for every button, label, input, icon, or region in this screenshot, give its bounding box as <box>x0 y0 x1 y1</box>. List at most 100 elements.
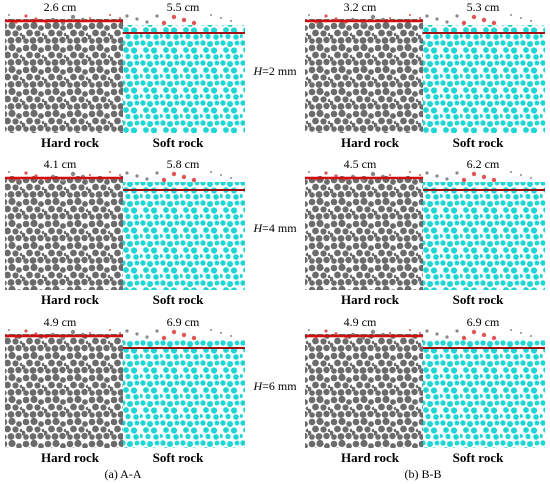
hard-depth-label: 3.2 cm <box>344 0 377 14</box>
scatter-particle <box>425 14 429 18</box>
scatter-particle <box>481 174 487 180</box>
scatter-particle <box>308 329 310 331</box>
scatter-particle <box>135 17 139 21</box>
scatter-particle <box>8 171 10 173</box>
scatter-particle <box>370 171 376 177</box>
scatter-particle <box>171 171 177 177</box>
soft-depth-label: 6.9 cm <box>167 315 200 329</box>
scatter-particle <box>24 171 28 175</box>
scatter-particle <box>210 329 212 331</box>
column-caption: (a) A-A <box>105 467 142 481</box>
soft-rock-label: Soft rock <box>453 292 504 307</box>
scatter-particle <box>230 335 232 337</box>
scatter-particle <box>455 329 459 333</box>
scatter-particle <box>445 335 449 339</box>
panel <box>5 171 245 290</box>
hard-rock-particles <box>305 176 423 290</box>
scatter-particle <box>220 174 222 176</box>
scatter-particle <box>145 20 149 24</box>
soft-rock-label: Soft rock <box>453 135 504 150</box>
scatter-particle <box>324 329 328 333</box>
scatter-particle <box>471 171 477 177</box>
scatter-particle <box>70 14 76 20</box>
soft-rock-particles <box>123 25 245 133</box>
row-variable: H <box>252 221 263 235</box>
scatter-particle <box>161 335 167 341</box>
scatter-particle <box>89 332 91 334</box>
scatter-particle <box>510 329 512 331</box>
soft-depth-label: 5.5 cm <box>167 0 200 14</box>
soft-rock-label: Soft rock <box>153 292 204 307</box>
scatter-particle <box>191 335 197 341</box>
scatter-particle <box>409 14 411 16</box>
hard-depth-label: 4.5 cm <box>344 157 377 171</box>
scatter-particle <box>119 17 121 19</box>
scatter-particle <box>435 332 439 336</box>
scatter-particle <box>419 332 421 334</box>
scatter-particle <box>89 17 91 19</box>
scatter-particle <box>455 171 459 175</box>
scatter-particle <box>8 14 10 16</box>
scatter-particle <box>145 335 149 339</box>
soft-rock-particles <box>423 340 545 448</box>
hard-rock-particles <box>5 19 123 133</box>
scatter-particle <box>161 177 167 183</box>
scatter-particle <box>125 14 129 18</box>
scatter-particle <box>181 332 187 338</box>
row-label: H=6 mm <box>252 379 297 393</box>
scatter-particle <box>419 174 421 176</box>
scatter-particle <box>220 332 222 334</box>
scatter-particle <box>181 174 187 180</box>
scatter-particle <box>181 17 187 23</box>
row-value: =4 mm <box>262 221 297 235</box>
scatter-particle <box>24 329 28 333</box>
soft-rock-label: Soft rock <box>453 450 504 465</box>
scatter-particle <box>461 177 467 183</box>
scatter-particle <box>530 20 532 22</box>
scatter-particle <box>210 14 212 16</box>
scatter-particle <box>308 171 310 173</box>
scatter-particle <box>119 332 121 334</box>
row-label: H=2 mm <box>252 64 297 78</box>
soft-depth-label: 5.3 cm <box>467 0 500 14</box>
hard-rock-label: Hard rock <box>41 450 100 465</box>
scatter-particle <box>510 171 512 173</box>
scatter-particle <box>435 17 439 21</box>
scatter-particle <box>135 332 139 336</box>
hard-depth-label: 4.9 cm <box>344 315 377 329</box>
soft-depth-label: 6.2 cm <box>467 157 500 171</box>
panel <box>5 329 245 448</box>
scatter-particle <box>425 329 429 333</box>
scatter-particle <box>70 329 76 335</box>
hard-rock-particles <box>305 334 423 448</box>
scatter-particle <box>520 174 522 176</box>
scatter-particle <box>370 14 376 20</box>
scatter-particle <box>481 332 487 338</box>
hard-rock-label: Hard rock <box>341 450 400 465</box>
scatter-particle <box>481 17 487 23</box>
scatter-particle <box>461 20 467 26</box>
scatter-particle <box>510 14 512 16</box>
hard-depth-label: 2.6 cm <box>44 0 77 14</box>
panel <box>305 14 545 133</box>
scatter-particle <box>220 17 222 19</box>
hard-rock-particles <box>5 176 123 290</box>
hard-rock-label: Hard rock <box>341 292 400 307</box>
scatter-particle <box>191 177 197 183</box>
scatter-particle <box>520 17 522 19</box>
row-value: =6 mm <box>262 379 297 393</box>
soft-rock-particles <box>423 182 545 290</box>
scatter-particle <box>491 335 497 341</box>
scatter-particle <box>491 177 497 183</box>
row-label: H=4 mm <box>252 221 297 235</box>
scatter-particle <box>389 17 391 19</box>
hard-rock-particles <box>305 19 423 133</box>
scatter-particle <box>8 329 10 331</box>
hard-rock-label: Hard rock <box>341 135 400 150</box>
scatter-particle <box>324 171 328 175</box>
scatter-particle <box>455 14 459 18</box>
scatter-particle <box>230 20 232 22</box>
scatter-particle <box>155 171 159 175</box>
soft-rock-label: Soft rock <box>153 450 204 465</box>
scatter-particle <box>409 171 411 173</box>
